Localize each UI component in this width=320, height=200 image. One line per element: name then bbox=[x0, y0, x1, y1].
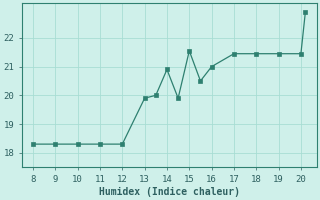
X-axis label: Humidex (Indice chaleur): Humidex (Indice chaleur) bbox=[99, 186, 240, 197]
